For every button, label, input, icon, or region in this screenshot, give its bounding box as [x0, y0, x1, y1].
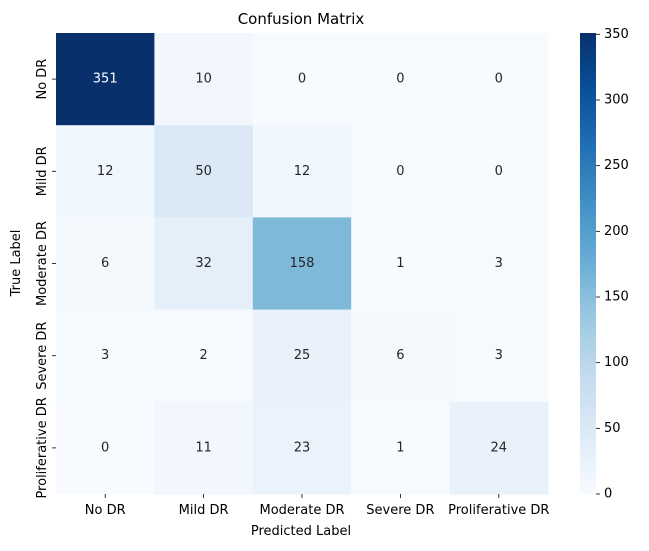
heatmap-cell [449, 33, 549, 126]
heatmap-cell [252, 125, 352, 218]
heatmap-cell [56, 33, 155, 126]
cell-value-label: 6 [101, 256, 109, 271]
heatmap-cell [449, 125, 549, 218]
cell-value-label: 11 [195, 440, 212, 455]
heatmap-cell [154, 217, 254, 311]
cell-value-label: 6 [396, 348, 404, 363]
y-tick-label: Severe DR [35, 322, 50, 390]
colorbar-tick-label: 0 [604, 487, 612, 502]
cell-value-label: 12 [294, 164, 311, 179]
colorbar-tick-label: 350 [604, 27, 629, 42]
x-tick-label: Mild DR [179, 503, 229, 518]
cell-value-label: 0 [101, 440, 109, 455]
heatmap-cell [56, 401, 155, 495]
heatmap-cell [449, 217, 549, 311]
y-tick-label: Mild DR [35, 146, 50, 196]
heatmap-cell [154, 125, 254, 218]
y-axis-ticks: No DR Mild DR Moderate DR Severe DR Prolifer… [35, 59, 56, 499]
cell-value-label: 2 [199, 348, 207, 363]
cell-value-label: 0 [495, 164, 503, 179]
heatmap-cell [351, 309, 451, 403]
y-axis-label: True Label [9, 230, 24, 298]
x-tick-label: Moderate DR [259, 503, 344, 518]
cell-value-label: 24 [491, 440, 508, 455]
x-tick-label: Severe DR [366, 503, 434, 518]
cell-value-label: 158 [290, 256, 315, 271]
heatmap-cell [154, 309, 254, 403]
heatmap-cell [449, 401, 549, 495]
cell-value-label: 0 [396, 164, 404, 179]
colorbar-ticks: 0 50 100 150 200 250 300 350 [596, 27, 629, 502]
cell-value-label: 0 [298, 72, 306, 87]
colorbar-tick-label: 250 [604, 158, 629, 173]
cell-value-label: 1 [396, 440, 404, 455]
y-tick-label: Proliferative DR [35, 397, 50, 498]
cell-value-label: 351 [93, 72, 118, 87]
heatmap-cell [154, 401, 254, 495]
x-tick-label: Proliferative DR [448, 503, 549, 518]
cell-value-label: 3 [101, 348, 109, 363]
heatmap-cell [351, 217, 451, 311]
colorbar-tick-label: 300 [604, 92, 629, 107]
heatmap-cell [154, 33, 254, 126]
x-axis-label: Predicted Label [251, 524, 351, 539]
heatmap-cell [351, 33, 451, 126]
cell-value-label: 10 [195, 72, 212, 87]
x-tick-label: No DR [85, 503, 126, 518]
heatmap-cell-labels: 351 10 0 0 012 50 12 0 06 32 158 1 33 2 25 6 30 11 23 1 24 [93, 72, 507, 456]
colorbar-tick-label: 100 [604, 355, 629, 370]
y-tick-label: Moderate DR [35, 221, 50, 306]
x-axis-ticks: No DR Mild DR Moderate DR Severe DR Prolifer… [85, 494, 549, 518]
heatmap-cells [56, 33, 549, 495]
cell-value-label: 23 [294, 440, 311, 455]
heatmap-cell [252, 217, 352, 311]
heatmap-cell [252, 401, 352, 495]
cell-value-label: 0 [396, 72, 404, 87]
cell-value-label: 32 [195, 256, 212, 271]
cell-value-label: 0 [495, 72, 503, 87]
heatmap-cell [252, 309, 352, 403]
cell-value-label: 25 [294, 348, 311, 363]
cell-value-label: 12 [97, 164, 114, 179]
heatmap-cell [56, 217, 155, 311]
heatmap-cell [449, 309, 549, 403]
colorbar-tick-label: 50 [604, 421, 621, 436]
cell-value-label: 3 [495, 256, 503, 271]
heatmap-cell [351, 125, 451, 218]
chart-title: Confusion Matrix [238, 10, 365, 28]
heatmap-cell [252, 33, 352, 126]
colorbar-tick-label: 150 [604, 289, 629, 304]
cell-value-label: 1 [396, 256, 404, 271]
y-tick-label: No DR [35, 59, 50, 100]
colorbar [580, 33, 596, 494]
heatmap-cell [56, 309, 155, 403]
cell-value-label: 50 [195, 164, 212, 179]
cell-value-label: 3 [495, 348, 503, 363]
heatmap-cell [351, 401, 451, 495]
colorbar-tick-label: 200 [604, 224, 629, 239]
heatmap-cell [56, 125, 155, 218]
